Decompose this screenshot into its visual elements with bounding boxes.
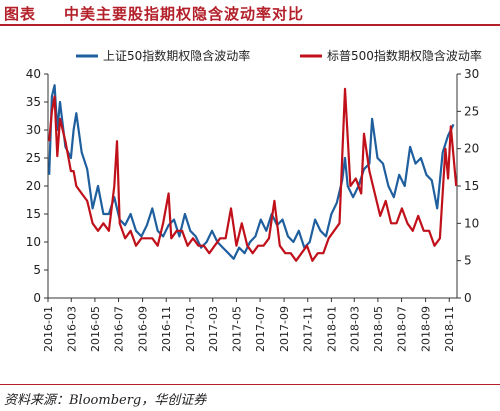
left-tick-label: 40 [26,67,41,81]
left-tick-label: 10 [26,235,41,249]
right-tick-label: 10 [464,216,479,230]
x-tick-label: 2016-11 [160,306,173,352]
series-line-1 [48,84,455,260]
x-tick-label: 2018-05 [372,306,385,352]
right-tick-label: 5 [464,254,472,268]
x-tick-label: 2016-03 [65,306,78,352]
x-tick-label: 2018-03 [348,306,361,352]
legend-label-1: 上证50指数期权隐含波动率 [103,48,250,63]
x-tick-label: 2016-01 [42,306,55,352]
x-tick-label: 2017-07 [254,306,267,352]
chart-title: 中美主要股指期权隐含波动率对比 [64,5,305,23]
x-tick-label: 2017-03 [207,306,220,352]
source-note: 资料来源：Bloomberg，华创证券 [0,384,500,410]
figure-label: 图表 [4,5,37,23]
x-tick-label: 2018-07 [396,306,409,352]
x-tick-label: 2018-01 [325,306,338,352]
left-tick-label: 15 [26,207,41,221]
legend-label-2: 标普500指数期权隐含波动率 [327,48,482,63]
x-tick-label: 2018-11 [443,306,456,352]
x-tick-label: 2016-09 [137,306,150,352]
x-tick-label: 2016-05 [89,306,102,352]
x-tick-label: 2017-05 [230,306,243,352]
left-tick-label: 5 [33,263,41,277]
source-text: 资料来源：Bloomberg，华创证券 [4,393,207,408]
right-tick-label: 20 [464,142,479,156]
x-tick-label: 2017-01 [184,306,197,352]
left-tick-label: 20 [26,179,41,193]
x-tick-label: 2017-09 [278,306,291,352]
chart: 0 5 10 15 20 25 30 35 40 0 5 10 15 20 25 30 2016-01 2016-… [26,48,482,352]
left-tick-label: 30 [26,123,41,137]
left-tick-label: 0 [33,291,41,305]
figure-header: 图表 中美主要股指期权隐含波动率对比 [0,0,500,26]
right-tick-label: 30 [464,67,479,81]
x-tick-label: 2017-11 [302,306,315,352]
x-tick-label: 2018-09 [420,306,433,352]
series-line-2 [48,87,458,262]
x-tick-label: 2016-07 [113,306,126,352]
right-tick-label: 15 [464,179,479,193]
left-tick-label: 35 [26,95,41,109]
left-tick-label: 25 [26,151,41,165]
right-tick-label: 25 [464,104,479,118]
right-tick-label: 0 [464,291,472,305]
